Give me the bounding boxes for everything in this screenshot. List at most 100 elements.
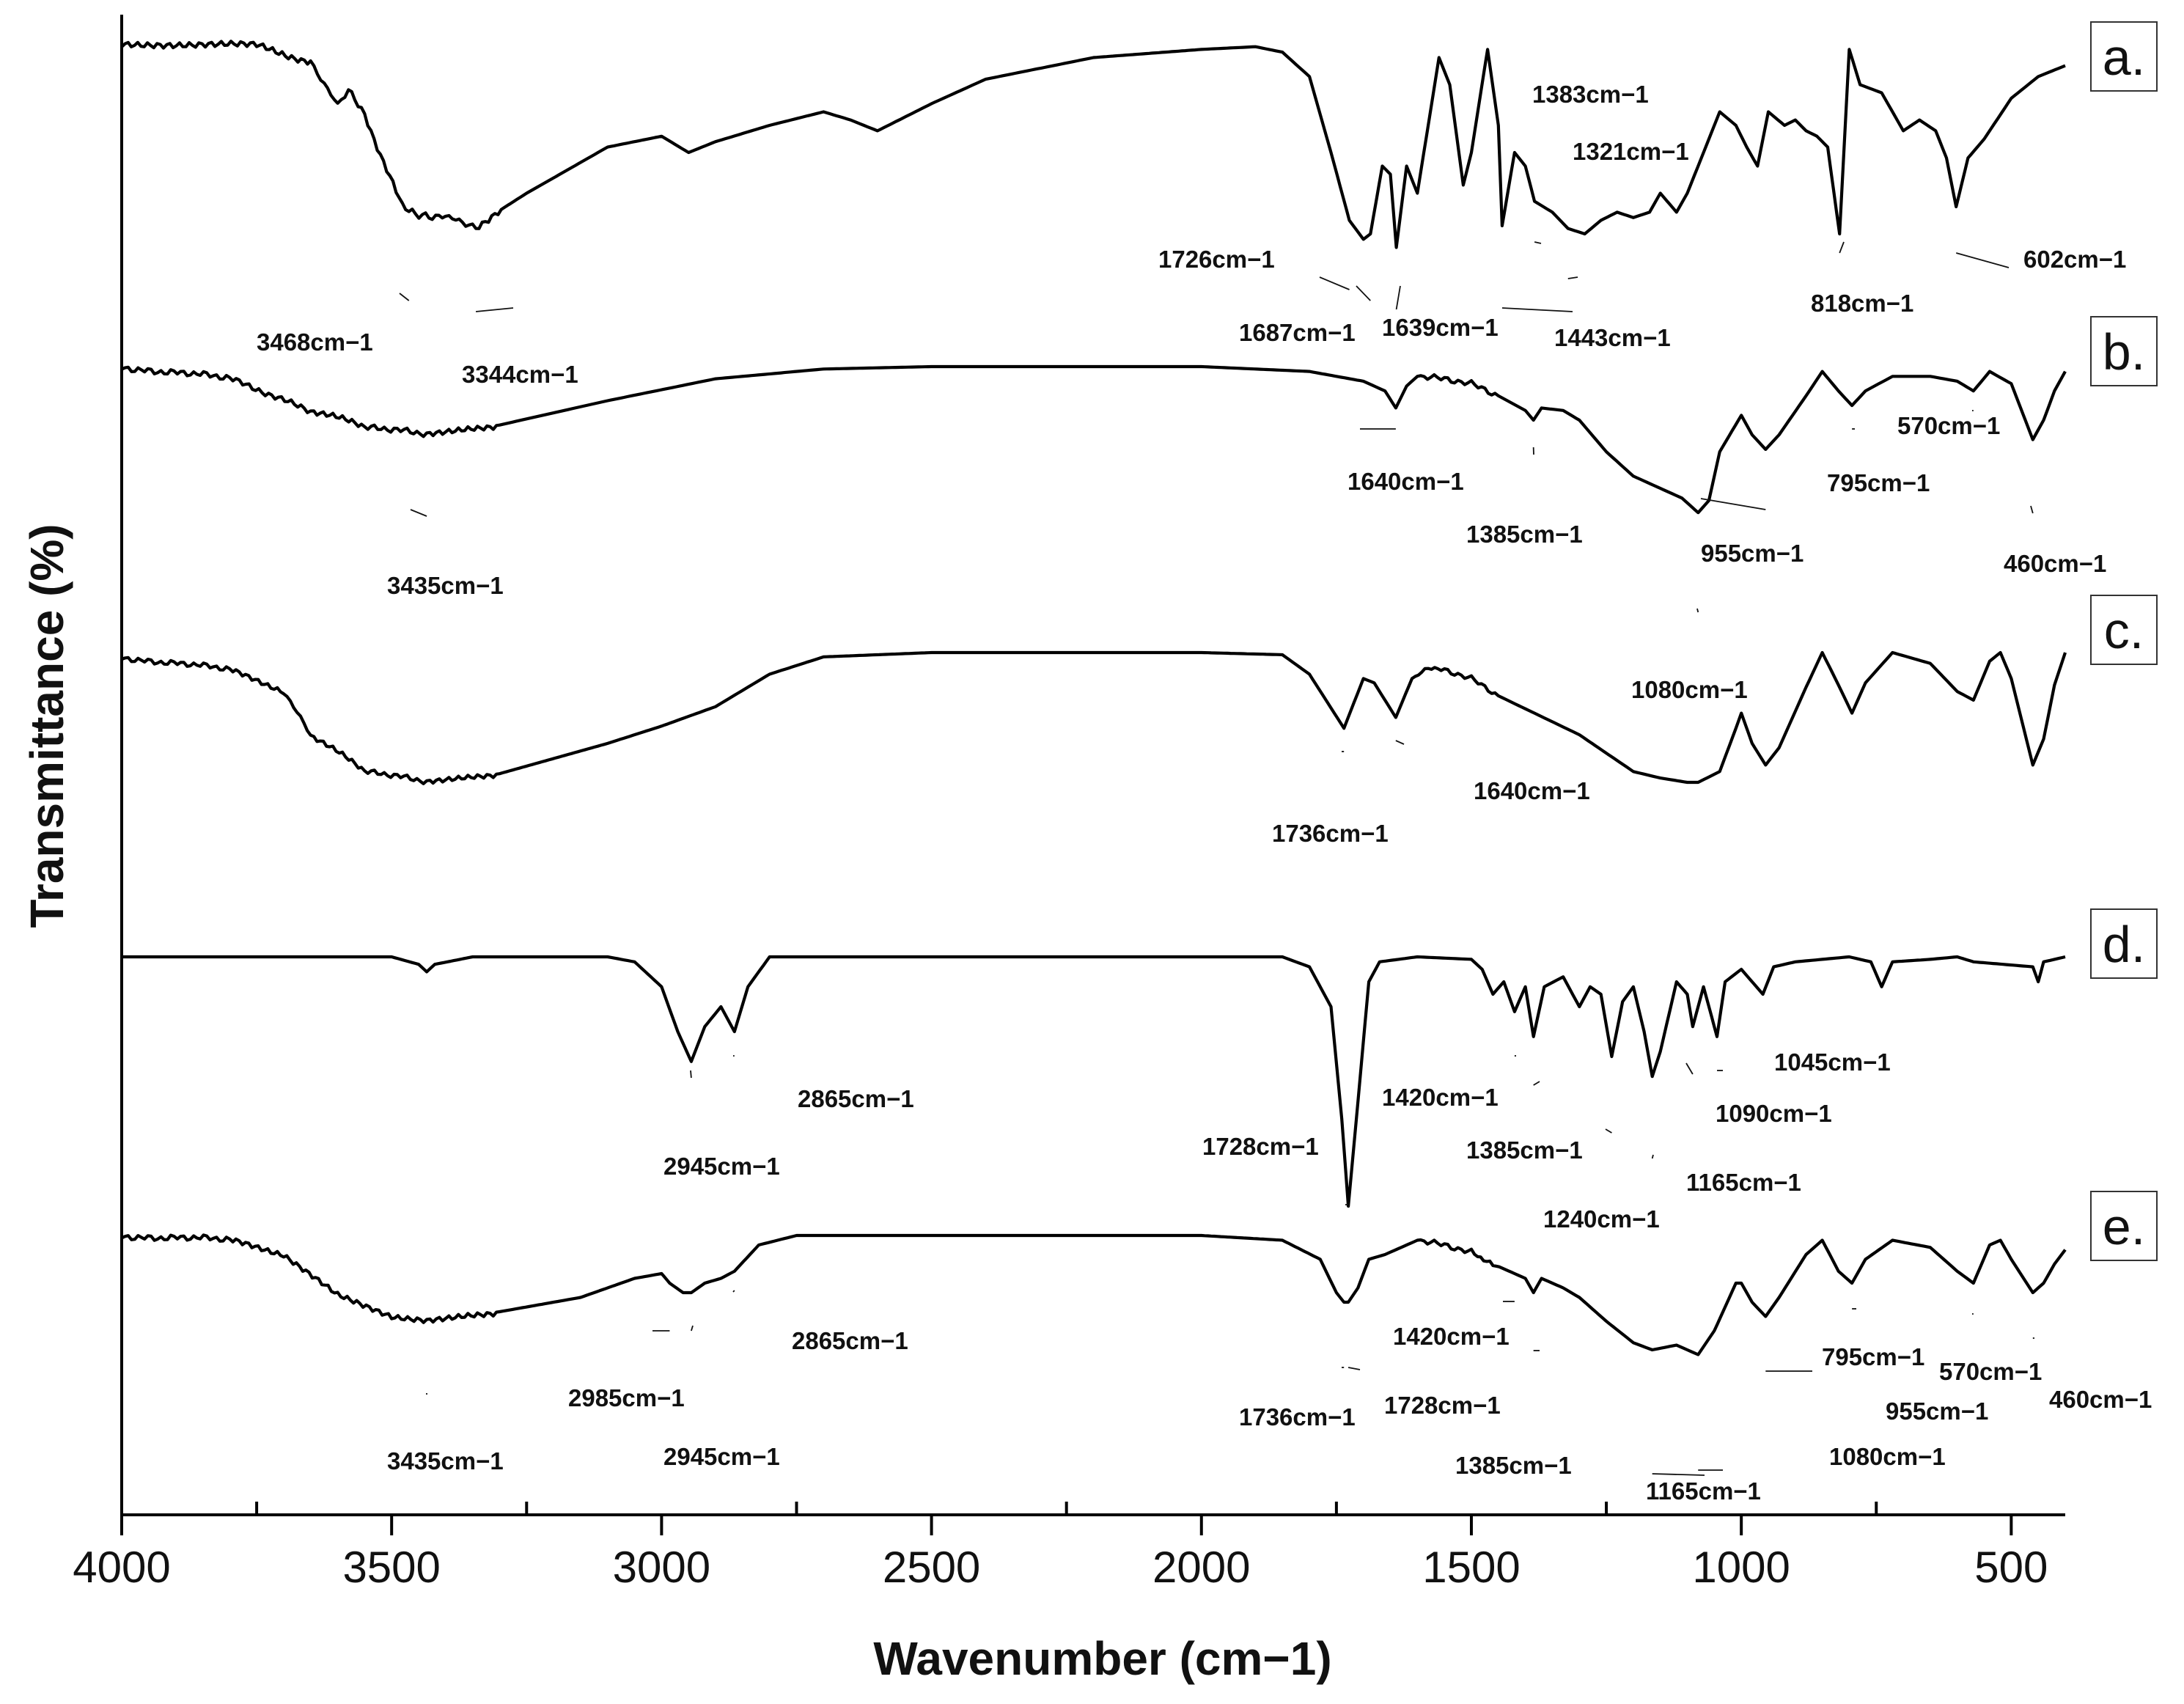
x-tick-label: 1500 — [1422, 1543, 1520, 1592]
peak-leader-line — [1395, 740, 1405, 745]
peak-leader-line — [1567, 276, 1578, 279]
peak-leader-line — [1685, 1062, 1694, 1075]
peak-leader-line — [2030, 505, 2034, 514]
spectra — [120, 40, 2067, 1356]
panel-label-box — [2090, 21, 2158, 92]
peak-label: 795cm−1 — [1827, 469, 1930, 496]
peak-label: 1687cm−1 — [1239, 319, 1356, 346]
panel-label-text: d. — [2103, 916, 2145, 973]
peak-label: 1443cm−1 — [1554, 324, 1671, 351]
x-tick-label: 2000 — [1152, 1543, 1250, 1592]
peak-leader-line — [732, 1290, 735, 1293]
peak-label: 1383cm−1 — [1532, 81, 1649, 108]
peak-leader-line — [1534, 241, 1542, 244]
x-tick-label: 3000 — [613, 1543, 710, 1592]
peak-leader-line — [1605, 1128, 1612, 1134]
peak-label: 1240cm−1 — [1543, 1205, 1660, 1233]
peak-leader-line — [1700, 498, 1766, 510]
spectrum-line-4 — [122, 955, 2066, 1208]
x-tick-label: 2500 — [883, 1543, 980, 1592]
peak-leader-line — [1395, 285, 1401, 310]
peak-leader-line — [1347, 1367, 1361, 1370]
x-axis-ticks: 4000 3500 3000 2500 2000 1500 1000 500 — [73, 1502, 2048, 1592]
peak-label: 818cm−1 — [1811, 290, 1913, 317]
spectrum-line-5 — [121, 1233, 2067, 1356]
peak-leader-line — [399, 293, 410, 301]
peak-annotations: 1383cm−1 1321cm−1 1726cm−1 602cm−1 3468cm−1 3… — [257, 81, 2152, 1505]
peak-label: 1420cm−1 — [1382, 1084, 1499, 1111]
peak-label: 1726cm−1 — [1158, 246, 1275, 273]
peak-leader-line — [1652, 1473, 1705, 1476]
peak-label: 1080cm−1 — [1631, 676, 1748, 703]
y-axis-title: Transmittance (%) — [21, 524, 73, 928]
panel-labels: a. b. c. d. e. — [2090, 21, 2158, 1261]
peak-label: 1080cm−1 — [1829, 1443, 1946, 1470]
peak-label: 570cm−1 — [1897, 412, 2000, 439]
peak-leader-line — [691, 1325, 694, 1332]
peak-label: 1640cm−1 — [1474, 777, 1590, 804]
peak-label: 602cm−1 — [2023, 246, 2126, 273]
peak-label: 570cm−1 — [1939, 1358, 2042, 1385]
peak-leader-line — [1501, 307, 1573, 312]
peak-label: 2865cm−1 — [792, 1327, 908, 1354]
peak-label: 955cm−1 — [1886, 1398, 1988, 1425]
panel-label-box — [2090, 595, 2158, 665]
peak-label: 1090cm−1 — [1716, 1100, 1832, 1127]
peak-label: 1385cm−1 — [1455, 1452, 1572, 1479]
peak-label: 3435cm−1 — [387, 572, 504, 599]
peak-label: 3435cm−1 — [387, 1447, 504, 1475]
peak-label: 460cm−1 — [2049, 1386, 2152, 1413]
spectrum-line-1 — [120, 40, 2066, 249]
peak-label: 1736cm−1 — [1272, 820, 1389, 847]
peak-leader-line — [1651, 1154, 1654, 1159]
panel-label-box — [2090, 908, 2158, 979]
peak-leader-line — [1533, 1081, 1540, 1086]
peak-label: 2985cm−1 — [568, 1384, 685, 1411]
peak-label: 1045cm−1 — [1774, 1049, 1891, 1076]
peak-label: 1165cm−1 — [1686, 1169, 1801, 1196]
peak-leader-line — [1696, 608, 1699, 613]
panel-label-text: c. — [2104, 602, 2144, 659]
peak-label: 955cm−1 — [1701, 540, 1804, 567]
peak-label: 2865cm−1 — [798, 1085, 914, 1112]
x-tick-label: 1000 — [1692, 1543, 1790, 1592]
peak-label: 1736cm−1 — [1239, 1403, 1356, 1431]
peak-leader-line — [1839, 241, 1845, 254]
peak-label: 1639cm−1 — [1382, 314, 1499, 341]
panel-label-2: b. — [2090, 316, 2158, 386]
peak-label: 795cm−1 — [1822, 1343, 1924, 1370]
peak-label: 1420cm−1 — [1393, 1323, 1510, 1350]
panel-label-1: a. — [2090, 21, 2158, 92]
peak-label: 1321cm−1 — [1573, 138, 1689, 165]
peak-label: 3468cm−1 — [257, 328, 373, 356]
peak-label: 2945cm−1 — [663, 1443, 780, 1470]
spectrum-line-2 — [121, 364, 2067, 515]
panel-label-box — [2090, 1191, 2158, 1261]
peak-leader-line — [1356, 285, 1371, 301]
panel-label-text: b. — [2103, 323, 2145, 381]
panel-label-4: d. — [2090, 908, 2158, 979]
peak-label: 1640cm−1 — [1347, 468, 1464, 495]
peak-label: 1385cm−1 — [1466, 521, 1583, 548]
peak-leader-line — [410, 509, 427, 517]
peak-leader-line — [1319, 276, 1350, 290]
peak-label: 460cm−1 — [2004, 550, 2106, 577]
peak-label: 1385cm−1 — [1466, 1136, 1583, 1164]
peak-label: 1728cm−1 — [1202, 1133, 1319, 1160]
panel-label-3: c. — [2090, 595, 2158, 665]
peak-leader-lines — [399, 241, 2034, 1476]
panel-label-box — [2090, 316, 2158, 386]
x-axis: 4000 3500 3000 2500 2000 1500 1000 500 — [73, 15, 2065, 1592]
peak-label: 1165cm−1 — [1646, 1477, 1761, 1505]
peak-label: 1728cm−1 — [1384, 1392, 1501, 1419]
spectrum-line-3 — [121, 650, 2067, 785]
x-tick-label: 500 — [1974, 1543, 2048, 1592]
x-tick-label: 3500 — [342, 1543, 440, 1592]
peak-leader-line — [475, 307, 514, 312]
panel-label-text: e. — [2103, 1198, 2145, 1255]
panel-label-text: a. — [2103, 29, 2145, 86]
panel-label-5: e. — [2090, 1191, 2158, 1261]
peak-label: 3344cm−1 — [462, 361, 578, 388]
peak-leader-line — [1956, 252, 2010, 268]
